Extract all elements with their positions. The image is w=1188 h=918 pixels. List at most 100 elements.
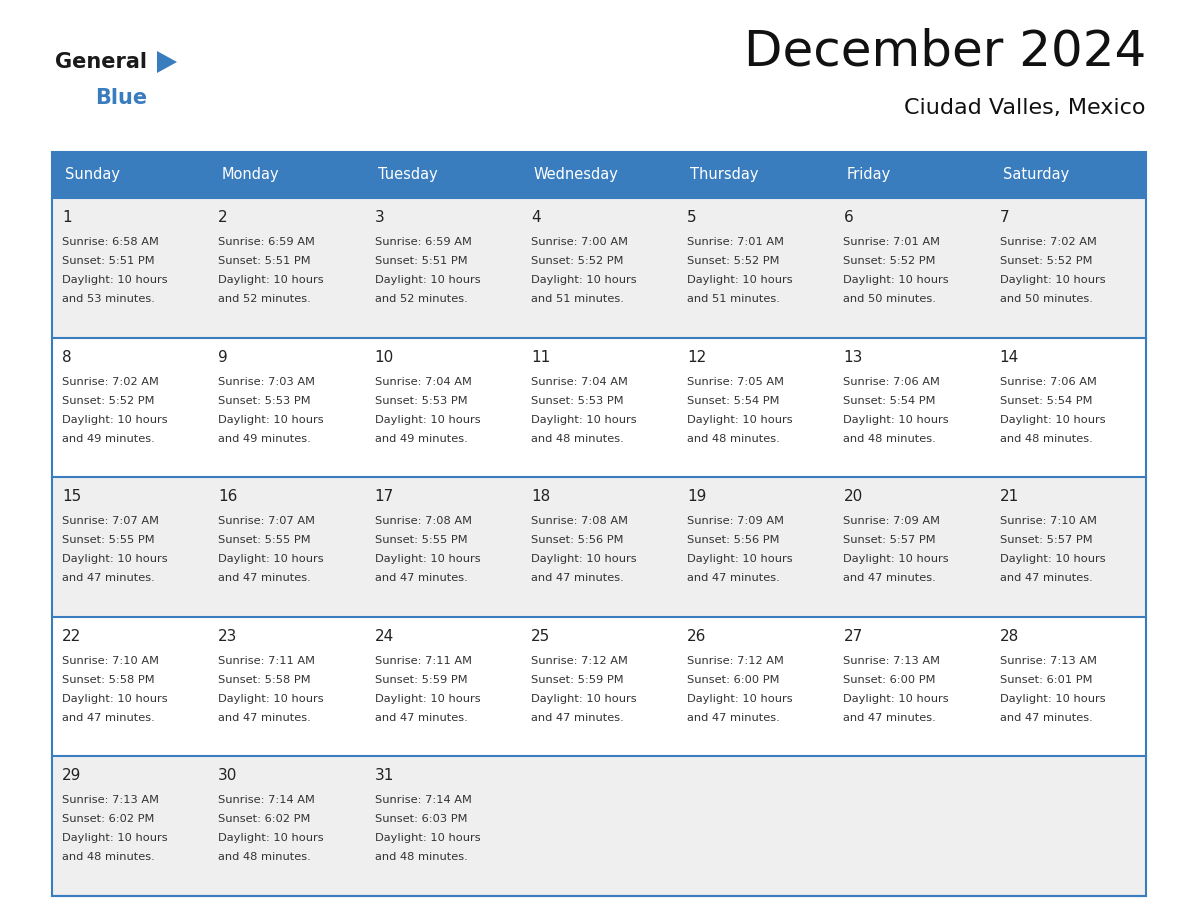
Text: Sunset: 6:03 PM: Sunset: 6:03 PM [374,814,467,824]
Bar [52,152,1146,896]
Text: Sunrise: 7:01 AM: Sunrise: 7:01 AM [687,237,784,247]
Bar [834,477,990,617]
Text: Daylight: 10 hours: Daylight: 10 hours [62,275,168,285]
Bar [365,756,520,896]
Text: Daylight: 10 hours: Daylight: 10 hours [531,275,637,285]
Text: Daylight: 10 hours: Daylight: 10 hours [374,554,480,565]
Text: and 52 minutes.: and 52 minutes. [374,294,467,304]
Text: Daylight: 10 hours: Daylight: 10 hours [687,415,792,425]
Text: Daylight: 10 hours: Daylight: 10 hours [1000,694,1105,704]
Bar [208,152,365,198]
Text: Daylight: 10 hours: Daylight: 10 hours [687,554,792,565]
Text: and 48 minutes.: and 48 minutes. [1000,433,1093,443]
Text: Sunset: 5:58 PM: Sunset: 5:58 PM [62,675,154,685]
Text: Daylight: 10 hours: Daylight: 10 hours [62,415,168,425]
Text: Daylight: 10 hours: Daylight: 10 hours [219,275,324,285]
Text: Sunrise: 6:59 AM: Sunrise: 6:59 AM [219,237,315,247]
Bar [208,198,365,338]
Text: and 48 minutes.: and 48 minutes. [374,853,467,862]
Text: 6: 6 [843,210,853,225]
Text: 25: 25 [531,629,550,644]
Text: Sunset: 5:57 PM: Sunset: 5:57 PM [1000,535,1092,545]
Bar [677,477,834,617]
Text: Sunrise: 6:59 AM: Sunrise: 6:59 AM [374,237,472,247]
Text: Sunset: 5:56 PM: Sunset: 5:56 PM [531,535,624,545]
Bar [520,756,677,896]
Text: Sunset: 5:53 PM: Sunset: 5:53 PM [219,396,311,406]
Text: Monday: Monday [221,167,279,183]
Text: 17: 17 [374,489,393,504]
Bar [520,152,677,198]
Text: and 47 minutes.: and 47 minutes. [374,573,467,583]
Text: Daylight: 10 hours: Daylight: 10 hours [374,834,480,844]
Text: 28: 28 [1000,629,1019,644]
Text: 29: 29 [62,768,81,783]
Text: 21: 21 [1000,489,1019,504]
Text: Sunset: 5:54 PM: Sunset: 5:54 PM [843,396,936,406]
Text: 13: 13 [843,350,862,364]
Bar [677,756,834,896]
Text: Sunset: 5:53 PM: Sunset: 5:53 PM [374,396,467,406]
Bar [52,617,208,756]
Text: and 48 minutes.: and 48 minutes. [843,433,936,443]
Text: Sunrise: 7:01 AM: Sunrise: 7:01 AM [843,237,941,247]
Bar [52,198,208,338]
Bar [52,338,208,477]
Bar [365,198,520,338]
Text: Sunset: 6:00 PM: Sunset: 6:00 PM [843,675,936,685]
Bar [677,338,834,477]
Bar [208,756,365,896]
Text: and 49 minutes.: and 49 minutes. [374,433,467,443]
Text: 3: 3 [374,210,385,225]
Text: Sunset: 5:51 PM: Sunset: 5:51 PM [374,256,467,266]
Text: Sunrise: 7:13 AM: Sunrise: 7:13 AM [1000,655,1097,666]
Text: and 51 minutes.: and 51 minutes. [687,294,781,304]
Text: Sunday: Sunday [65,167,120,183]
Bar [990,617,1146,756]
Text: Thursday: Thursday [690,167,759,183]
Bar [365,617,520,756]
Text: 9: 9 [219,350,228,364]
Text: Daylight: 10 hours: Daylight: 10 hours [219,554,324,565]
Text: Daylight: 10 hours: Daylight: 10 hours [1000,415,1105,425]
Text: and 47 minutes.: and 47 minutes. [374,712,467,722]
Text: Ciudad Valles, Mexico: Ciudad Valles, Mexico [904,98,1146,118]
Bar [834,617,990,756]
Text: Sunset: 5:52 PM: Sunset: 5:52 PM [531,256,624,266]
Text: Sunrise: 7:00 AM: Sunrise: 7:00 AM [531,237,627,247]
Text: Sunrise: 7:09 AM: Sunrise: 7:09 AM [843,516,941,526]
Text: and 47 minutes.: and 47 minutes. [687,573,779,583]
Text: Sunrise: 7:08 AM: Sunrise: 7:08 AM [374,516,472,526]
Text: Sunset: 5:51 PM: Sunset: 5:51 PM [219,256,311,266]
Bar [52,152,208,198]
Text: Sunrise: 7:08 AM: Sunrise: 7:08 AM [531,516,627,526]
Bar [52,477,208,617]
Bar [52,756,208,896]
Text: 15: 15 [62,489,81,504]
Text: Sunrise: 7:06 AM: Sunrise: 7:06 AM [843,376,941,386]
Text: Sunrise: 7:13 AM: Sunrise: 7:13 AM [843,655,941,666]
Text: Sunset: 5:56 PM: Sunset: 5:56 PM [687,535,779,545]
Text: 26: 26 [687,629,707,644]
Text: Daylight: 10 hours: Daylight: 10 hours [1000,554,1105,565]
Text: Daylight: 10 hours: Daylight: 10 hours [531,415,637,425]
Text: and 52 minutes.: and 52 minutes. [219,294,311,304]
Text: and 47 minutes.: and 47 minutes. [1000,712,1093,722]
Text: Sunrise: 6:58 AM: Sunrise: 6:58 AM [62,237,159,247]
Bar [520,617,677,756]
Text: Sunrise: 7:03 AM: Sunrise: 7:03 AM [219,376,315,386]
Text: and 47 minutes.: and 47 minutes. [843,573,936,583]
Bar [834,198,990,338]
Bar [365,152,520,198]
Bar [990,198,1146,338]
Text: 27: 27 [843,629,862,644]
Text: Sunrise: 7:11 AM: Sunrise: 7:11 AM [374,655,472,666]
Text: 22: 22 [62,629,81,644]
Text: Sunrise: 7:07 AM: Sunrise: 7:07 AM [62,516,159,526]
Text: 10: 10 [374,350,393,364]
Text: 11: 11 [531,350,550,364]
Text: 4: 4 [531,210,541,225]
Bar [677,617,834,756]
Text: Sunrise: 7:02 AM: Sunrise: 7:02 AM [62,376,159,386]
Text: Saturday: Saturday [1003,167,1069,183]
